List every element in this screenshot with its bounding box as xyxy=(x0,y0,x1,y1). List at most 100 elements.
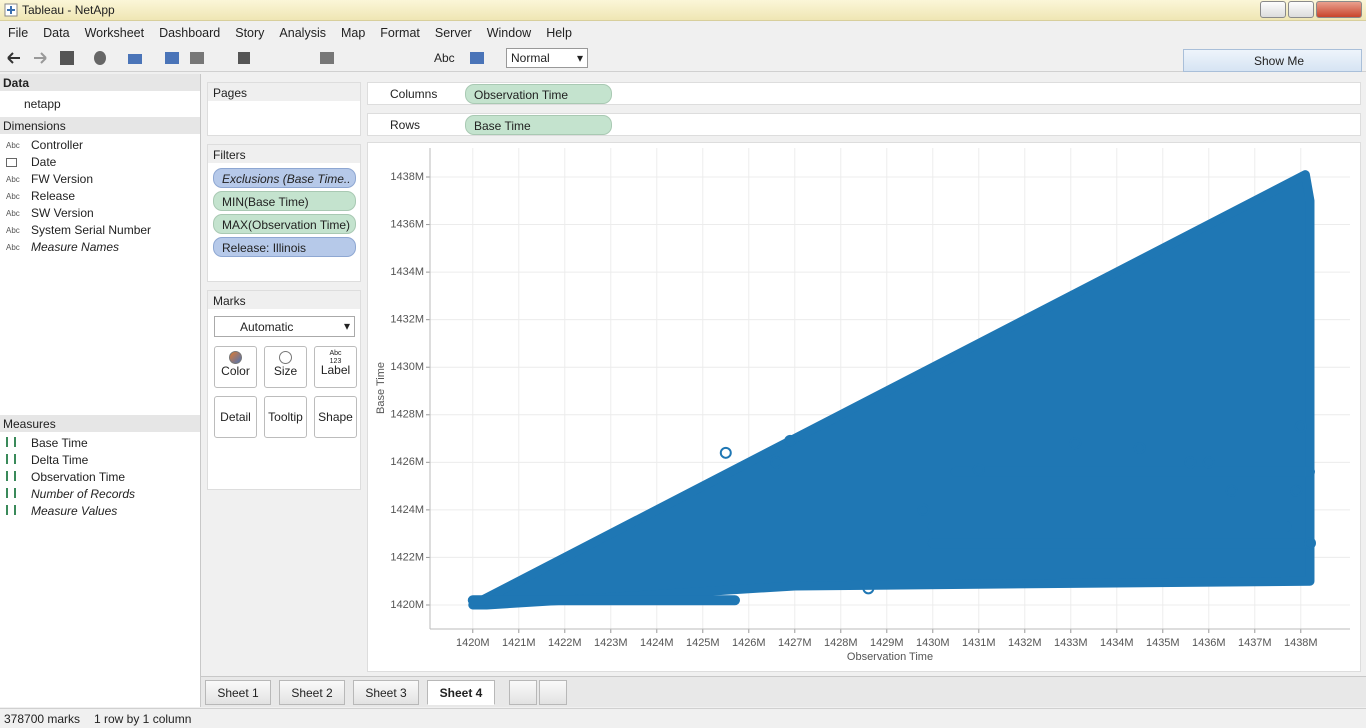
filters-header: Filters xyxy=(208,145,360,163)
y-tick-label: 1430M xyxy=(390,361,424,373)
new-dashboard-button[interactable] xyxy=(539,680,567,705)
measure-icon xyxy=(6,454,16,464)
pages-header: Pages xyxy=(208,83,360,101)
app-icon xyxy=(4,3,18,17)
marks-button-label: Color xyxy=(221,364,250,378)
close-button[interactable] xyxy=(1316,1,1362,18)
marks-button[interactable]: Color xyxy=(214,346,257,388)
show-me-button[interactable]: Show Me xyxy=(1183,49,1362,72)
filter-pill[interactable]: Exclusions (Base Time.. xyxy=(213,168,356,188)
shelf-column: Pages Filters Exclusions (Base Time.. MIN(… xyxy=(202,74,366,677)
data-header: Data xyxy=(0,74,200,91)
new-sheet-button[interactable] xyxy=(509,680,537,705)
toolbar: Abc Normal ▾ Show Me xyxy=(0,44,1366,72)
dimension-field[interactable]: SW Version xyxy=(31,206,94,220)
filters-card: Filters Exclusions (Base Time.. MIN(Base T… xyxy=(207,144,361,282)
x-tick-label: 1428M xyxy=(824,637,858,649)
menu-item[interactable]: Dashboard xyxy=(159,25,221,40)
x-tick-label: 1420M xyxy=(456,637,490,649)
status-bar: 378700 marks 1 row by 1 column xyxy=(0,708,1366,728)
menu-item[interactable]: Map xyxy=(340,25,366,40)
menu-item[interactable]: File xyxy=(8,25,29,40)
marks-button-label: Tooltip xyxy=(268,410,303,424)
measure-field[interactable]: Number of Records xyxy=(31,487,136,501)
menu-item[interactable]: Analysis xyxy=(279,25,326,40)
scatter-point xyxy=(1225,484,1238,497)
x-tick-label: 1422M xyxy=(548,637,582,649)
menu-item[interactable]: Window xyxy=(486,25,532,40)
scatter-point xyxy=(1133,442,1146,455)
scatter-point xyxy=(1290,484,1303,497)
measure-icon xyxy=(6,437,16,447)
x-axis-title: Observation Time xyxy=(847,651,933,663)
filter-pill[interactable]: MAX(Observation Time) xyxy=(213,214,356,234)
scatter-point xyxy=(1303,537,1316,550)
sheet-tab[interactable]: Sheet 4 xyxy=(427,680,495,705)
data-source[interactable]: netapp xyxy=(24,97,61,111)
maximize-button[interactable] xyxy=(1288,1,1314,18)
chart: Base Time Observation Time 1420M 1421M 142… xyxy=(375,148,1350,663)
columns-shelf: Columns Observation Time xyxy=(367,82,1361,105)
measure-field[interactable]: Delta Time xyxy=(31,453,89,467)
pages-card: Pages xyxy=(207,82,361,136)
measure-field[interactable]: Base Time xyxy=(31,436,88,450)
title-bar: Tableau - NetApp xyxy=(0,0,1366,21)
menu-item[interactable]: Story xyxy=(235,25,265,40)
field-type-icon: Abc xyxy=(6,175,20,184)
field-type-icon: Abc xyxy=(6,141,20,150)
x-tick-label: 1434M xyxy=(1100,637,1134,649)
view: Base Time Observation Time 1420M 1421M 142… xyxy=(367,142,1361,672)
x-tick-label: 1429M xyxy=(870,637,904,649)
fit-dropdown[interactable]: Normal ▾ xyxy=(506,48,588,68)
measure-field[interactable]: Observation Time xyxy=(31,470,126,484)
sheet-tab[interactable]: Sheet 1 xyxy=(205,680,271,705)
measures-header: Measures xyxy=(0,415,200,432)
menu-item[interactable]: Format xyxy=(380,25,420,40)
mark-type-dropdown[interactable]: Automatic ▾ xyxy=(214,316,355,337)
menu-item[interactable]: Data xyxy=(43,25,70,40)
mark-count: 378700 marks xyxy=(4,712,81,726)
columns-pill[interactable]: Observation Time xyxy=(465,84,612,104)
fit-value: Normal xyxy=(511,51,550,65)
label-toggle[interactable]: Abc xyxy=(434,51,455,65)
filter-pill[interactable]: Release: Illinois xyxy=(213,237,356,257)
marks-button-label: Shape xyxy=(318,410,353,424)
rows-pill[interactable]: Base Time xyxy=(465,115,612,135)
menu-bar: File Data Worksheet Dashboard Story Analysis M… xyxy=(0,22,1366,43)
x-tick-label: 1425M xyxy=(686,637,720,649)
dimension-field[interactable]: Date xyxy=(31,155,57,169)
menu-item[interactable]: Server xyxy=(434,25,472,40)
sheet-tab[interactable]: Sheet 2 xyxy=(279,680,345,705)
dimension-field[interactable]: Controller xyxy=(31,138,84,152)
x-tick-label: 1437M xyxy=(1238,637,1272,649)
minimize-button[interactable] xyxy=(1260,1,1286,18)
marks-button[interactable]: Size xyxy=(264,346,307,388)
scatter-point xyxy=(1069,437,1082,450)
toolbar-icons xyxy=(7,51,484,65)
marks-button[interactable]: Abc 123 Label xyxy=(314,346,357,388)
x-tick-label: 1427M xyxy=(778,637,812,649)
menu-item[interactable]: Worksheet xyxy=(84,25,145,40)
marks-card: Marks Automatic ▾ Color Size Abc 123 Label De… xyxy=(207,290,361,490)
y-axis-title: Base Time xyxy=(375,362,387,414)
filter-pill[interactable]: MIN(Base Time) xyxy=(213,191,356,211)
measure-icon xyxy=(6,488,16,498)
date-icon xyxy=(6,158,17,167)
dimension-field[interactable]: Release xyxy=(31,189,76,203)
dimensions-header: Dimensions xyxy=(0,117,200,134)
scatter-point xyxy=(1184,456,1197,469)
marks-button[interactable]: Tooltip xyxy=(264,396,307,438)
dimension-field[interactable]: FW Version xyxy=(31,172,94,186)
marks-button[interactable]: Detail xyxy=(214,396,257,438)
measure-field[interactable]: Measure Values xyxy=(31,504,118,518)
sheet-tab[interactable]: Sheet 3 xyxy=(353,680,419,705)
columns-label: Columns xyxy=(390,87,438,101)
rows-label: Rows xyxy=(390,118,421,132)
dimension-field[interactable]: Measure Names xyxy=(31,240,120,254)
field-type-icon: Abc xyxy=(6,192,20,201)
measure-icon xyxy=(6,471,16,481)
marks-button[interactable]: Shape xyxy=(314,396,357,438)
menu-item[interactable]: Help xyxy=(546,25,572,40)
layout-info: 1 row by 1 column xyxy=(94,712,192,726)
dimension-field[interactable]: System Serial Number xyxy=(31,223,152,237)
